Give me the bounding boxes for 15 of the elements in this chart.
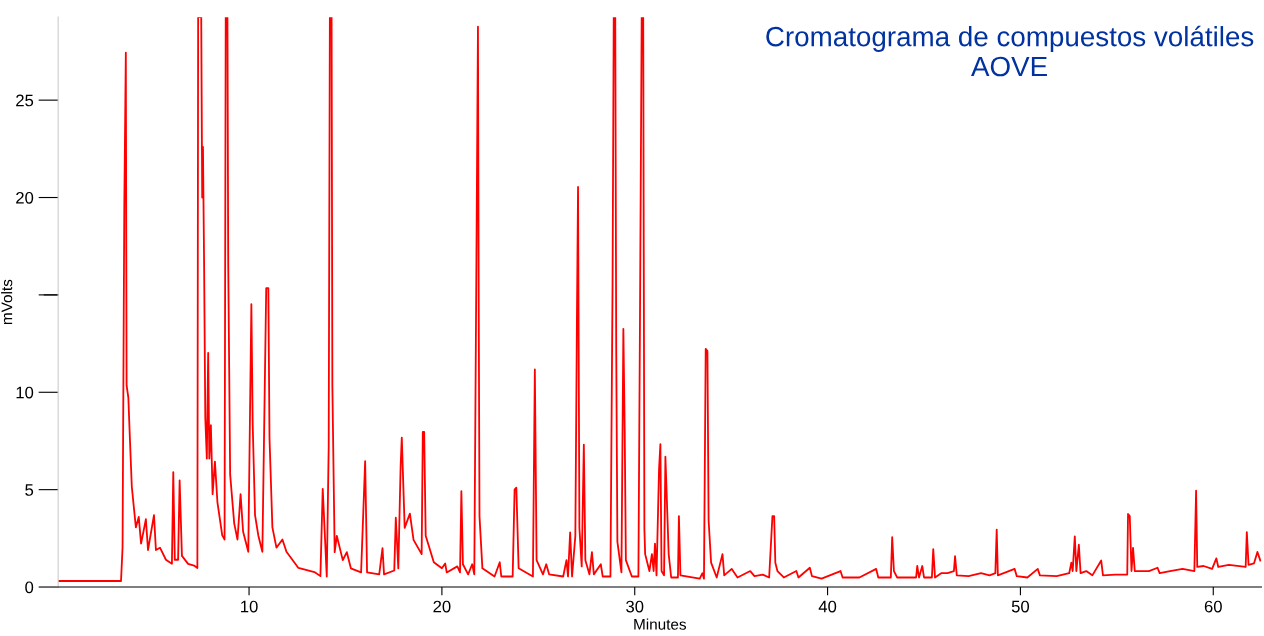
x-tick-label: 40 bbox=[818, 600, 837, 613]
y-tick-label: 20 bbox=[16, 191, 34, 204]
x-tick-label: 30 bbox=[626, 600, 644, 613]
x-tick-label: 60 bbox=[1204, 600, 1222, 613]
y-axis-title: mVolts bbox=[1, 279, 13, 325]
x-axis-title: Minutes bbox=[634, 618, 687, 630]
y-tick-label: 10 bbox=[16, 386, 34, 399]
line-series bbox=[58, 17, 1262, 582]
y-tick-label: 5 bbox=[25, 484, 34, 496]
y-tick-label: 25 bbox=[16, 94, 34, 107]
x-tick-label: 20 bbox=[433, 600, 451, 613]
x-tick-label: 10 bbox=[241, 600, 258, 613]
y-tick-label: 0 bbox=[25, 581, 34, 594]
x-tick-label: 50 bbox=[1011, 600, 1030, 613]
text: Cromatograma de compuestos volátiles AOVE bbox=[766, 25, 1254, 77]
